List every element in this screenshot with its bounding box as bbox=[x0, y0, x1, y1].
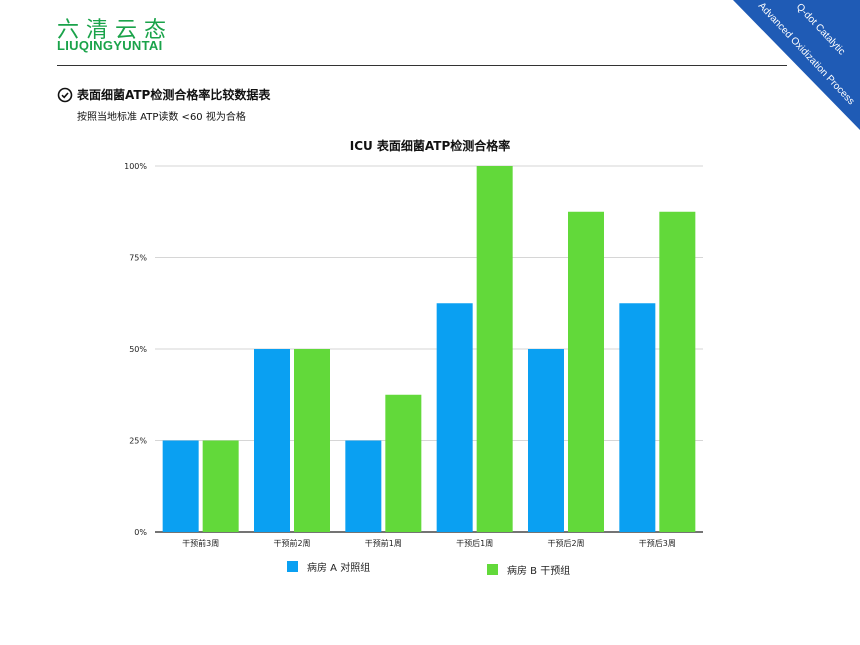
y-tick-label: 0% bbox=[134, 528, 147, 537]
bar-series2-1 bbox=[202, 440, 239, 532]
x-tick-label: 干预后2周 bbox=[547, 538, 584, 548]
y-tick-label: 100% bbox=[124, 162, 147, 171]
y-tick-label: 25% bbox=[129, 437, 147, 446]
legend-series-b: 病房 B 干预组 bbox=[487, 562, 570, 577]
y-tick-label: 50% bbox=[129, 345, 147, 354]
brand-name-en: LIUQINGYUNTAI bbox=[57, 38, 163, 53]
check-circle-icon bbox=[57, 87, 73, 102]
bar-series2-4 bbox=[476, 166, 513, 532]
legend-series-a: 病房 A 对照组 bbox=[287, 559, 370, 574]
bar-series1-3 bbox=[345, 440, 382, 532]
bar-series1-4 bbox=[436, 303, 473, 532]
x-tick-label: 干预前2周 bbox=[273, 538, 310, 548]
bar-series2-5 bbox=[568, 211, 604, 532]
bar-series1-1 bbox=[162, 440, 199, 532]
brand-name-cn: 六清云态 bbox=[57, 18, 174, 43]
x-tick-label: 干预后3周 bbox=[639, 538, 676, 548]
bar-series2-2 bbox=[294, 349, 330, 532]
legend-swatch-b bbox=[487, 564, 498, 575]
header-divider bbox=[57, 65, 787, 66]
section-heading: 表面细菌ATP检测合格率比较数据表 bbox=[57, 86, 270, 103]
section-subtitle: 按照当地标准 ATP读数 <60 视为合格 bbox=[77, 112, 246, 123]
chart-title: ICU 表面细菌ATP检测合格率 bbox=[350, 138, 511, 153]
legend-label-b: 病房 B 干预组 bbox=[507, 566, 571, 577]
x-tick-label: 干预后1周 bbox=[456, 538, 493, 548]
bar-series2-6 bbox=[659, 211, 696, 532]
x-tick-label: 干预前3周 bbox=[182, 538, 219, 548]
legend-swatch-a bbox=[287, 561, 298, 572]
section-title: 表面细菌ATP检测合格率比较数据表 bbox=[77, 88, 271, 102]
y-tick-label: 75% bbox=[129, 254, 147, 263]
bar-series1-6 bbox=[619, 303, 656, 532]
x-tick-label: 干预前1周 bbox=[365, 538, 402, 548]
corner-triangle bbox=[733, 0, 860, 130]
legend-label-a: 病房 A 对照组 bbox=[307, 563, 371, 574]
bar-series2-3 bbox=[385, 394, 422, 532]
bar-series1-5 bbox=[528, 349, 564, 532]
corner-banner: Q-dot Catalytic Advanced Oxidization Pro… bbox=[733, 0, 860, 130]
bar-series1-2 bbox=[254, 349, 290, 532]
